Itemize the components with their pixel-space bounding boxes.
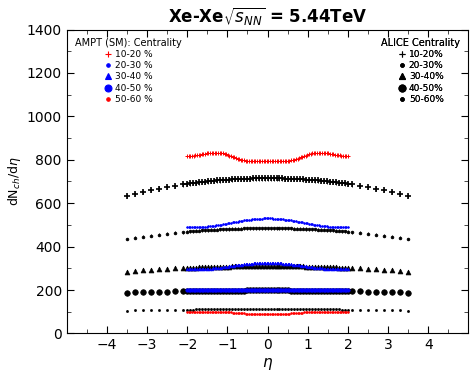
30-40 % (184, 267, 190, 271)
20-30 % (223, 222, 229, 226)
40-50 % (332, 288, 338, 292)
50-60 % (340, 310, 346, 314)
40-50 % (215, 288, 221, 292)
10-20 % (249, 159, 255, 163)
Legend: 10-20%, 20-30%, 30-40%, 40-50%, 50-60%: 10-20%, 20-30%, 30-40%, 40-50%, 50-60% (378, 34, 464, 108)
50-60 % (249, 311, 255, 316)
20-30 % (184, 225, 190, 229)
40-50 % (337, 288, 343, 292)
50-60 % (345, 310, 351, 314)
20-30 % (345, 225, 351, 229)
40-50 % (280, 288, 286, 292)
10-20 % (223, 152, 229, 156)
Title: Xe-Xe$\sqrt{s_{NN}}$ = 5.44TeV: Xe-Xe$\sqrt{s_{NN}}$ = 5.44TeV (168, 6, 367, 28)
20-30 % (192, 225, 198, 229)
20-30 % (264, 216, 270, 221)
50-60 % (184, 310, 190, 314)
30-40 % (270, 261, 276, 265)
30-40 % (192, 267, 198, 272)
30-40 % (217, 265, 222, 270)
Y-axis label: dN$_{ch}$/d$\eta$: dN$_{ch}$/d$\eta$ (6, 156, 23, 206)
50-60 % (270, 311, 276, 316)
30-40 % (264, 260, 270, 265)
30-40 % (335, 267, 341, 272)
20-30 % (270, 216, 276, 221)
20-30 % (217, 223, 222, 227)
50-60 % (283, 311, 289, 316)
20-30 % (335, 225, 341, 229)
X-axis label: $\eta$: $\eta$ (262, 356, 273, 372)
Line: 30-40 %: 30-40 % (186, 262, 349, 271)
30-40 % (283, 262, 289, 266)
30-40 % (223, 265, 229, 269)
30-40 % (340, 267, 346, 272)
50-60 % (217, 309, 222, 314)
Line: 40-50 %: 40-50 % (185, 288, 350, 292)
10-20 % (217, 150, 222, 155)
10-20 % (184, 154, 190, 158)
Line: 20-30 %: 20-30 % (185, 217, 350, 229)
40-50 % (184, 288, 190, 292)
50-60 % (223, 310, 229, 314)
10-20 % (212, 150, 218, 155)
20-30 % (283, 217, 289, 222)
10-20 % (345, 154, 351, 158)
40-50 % (222, 288, 228, 292)
Line: 10-20 %: 10-20 % (185, 150, 350, 163)
Line: 50-60 %: 50-60 % (185, 310, 350, 315)
10-20 % (270, 158, 276, 163)
50-60 % (335, 310, 341, 314)
10-20 % (335, 153, 341, 157)
10-20 % (340, 153, 346, 158)
50-60 % (212, 309, 218, 314)
40-50 % (345, 288, 351, 292)
40-50 % (267, 288, 273, 292)
20-30 % (340, 225, 346, 229)
30-40 % (345, 267, 351, 271)
10-20 % (283, 159, 289, 163)
